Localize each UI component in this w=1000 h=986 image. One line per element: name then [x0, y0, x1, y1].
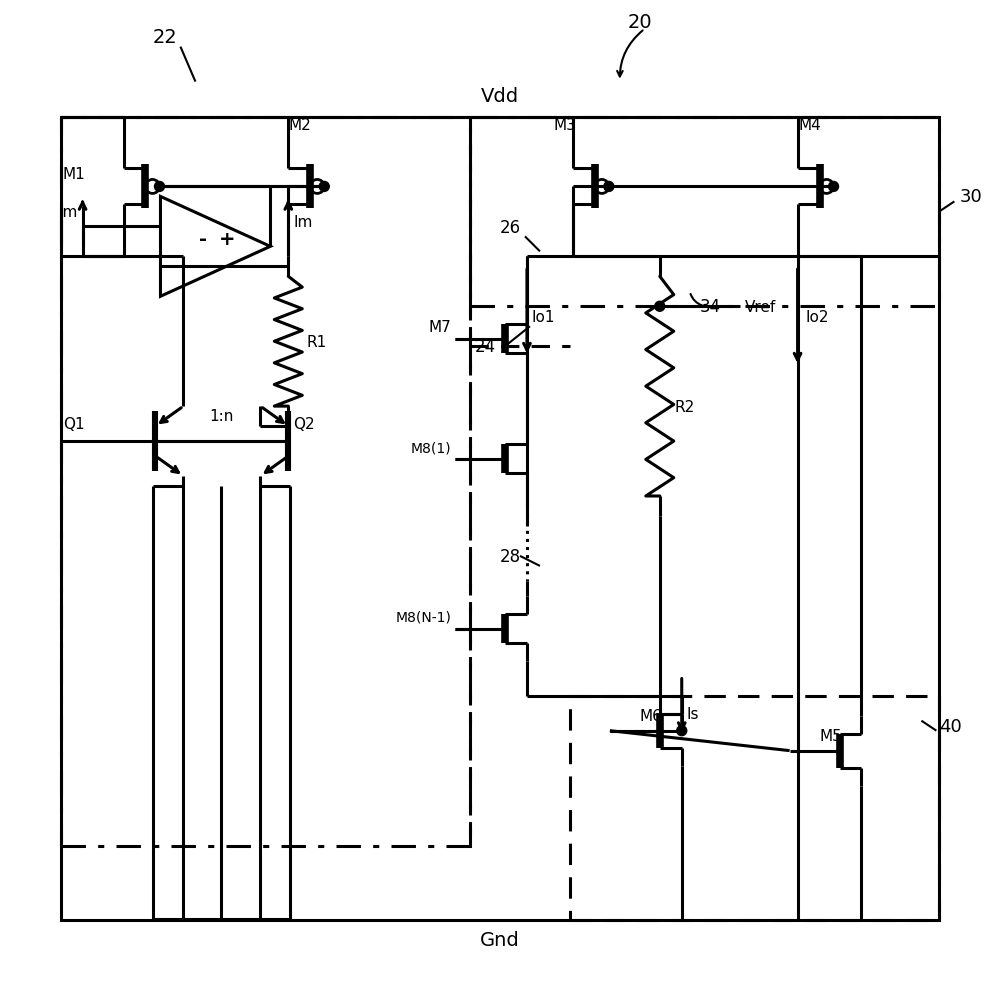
Text: 34: 34 [700, 298, 721, 316]
Text: M7: M7 [428, 319, 451, 335]
Text: Is: Is [687, 706, 699, 721]
Circle shape [154, 182, 164, 192]
Text: Io1: Io1 [532, 310, 555, 324]
Text: Vdd: Vdd [481, 87, 519, 106]
Text: Io2: Io2 [806, 310, 829, 324]
Text: Q2: Q2 [293, 417, 315, 432]
Text: Vref: Vref [745, 300, 776, 315]
Text: R1: R1 [306, 334, 327, 349]
Text: 26: 26 [500, 219, 521, 237]
Circle shape [604, 182, 614, 192]
Text: 30: 30 [959, 188, 982, 206]
Text: Im: Im [58, 205, 78, 220]
Text: 20: 20 [627, 13, 652, 32]
Text: 1:n: 1:n [209, 408, 234, 424]
Text: M5: M5 [820, 728, 842, 742]
Text: -: - [199, 230, 207, 248]
Text: Im: Im [293, 215, 313, 230]
Text: M4: M4 [798, 117, 821, 132]
Circle shape [677, 726, 687, 736]
Text: R2: R2 [675, 399, 695, 414]
Text: +: + [219, 230, 236, 248]
Text: M8(1): M8(1) [410, 441, 451, 455]
Text: M3: M3 [553, 117, 576, 132]
Text: 24: 24 [475, 338, 496, 356]
Text: 28: 28 [500, 547, 521, 565]
Text: Gnd: Gnd [480, 931, 520, 950]
Text: M2: M2 [289, 117, 312, 132]
Circle shape [829, 182, 839, 192]
Text: M8(N-1): M8(N-1) [395, 610, 451, 624]
Circle shape [655, 302, 665, 312]
Text: 22: 22 [153, 28, 178, 46]
Text: Q1: Q1 [64, 417, 85, 432]
Circle shape [319, 182, 329, 192]
Text: M1: M1 [63, 168, 85, 182]
Text: M6: M6 [640, 708, 663, 723]
Text: 40: 40 [939, 717, 962, 735]
